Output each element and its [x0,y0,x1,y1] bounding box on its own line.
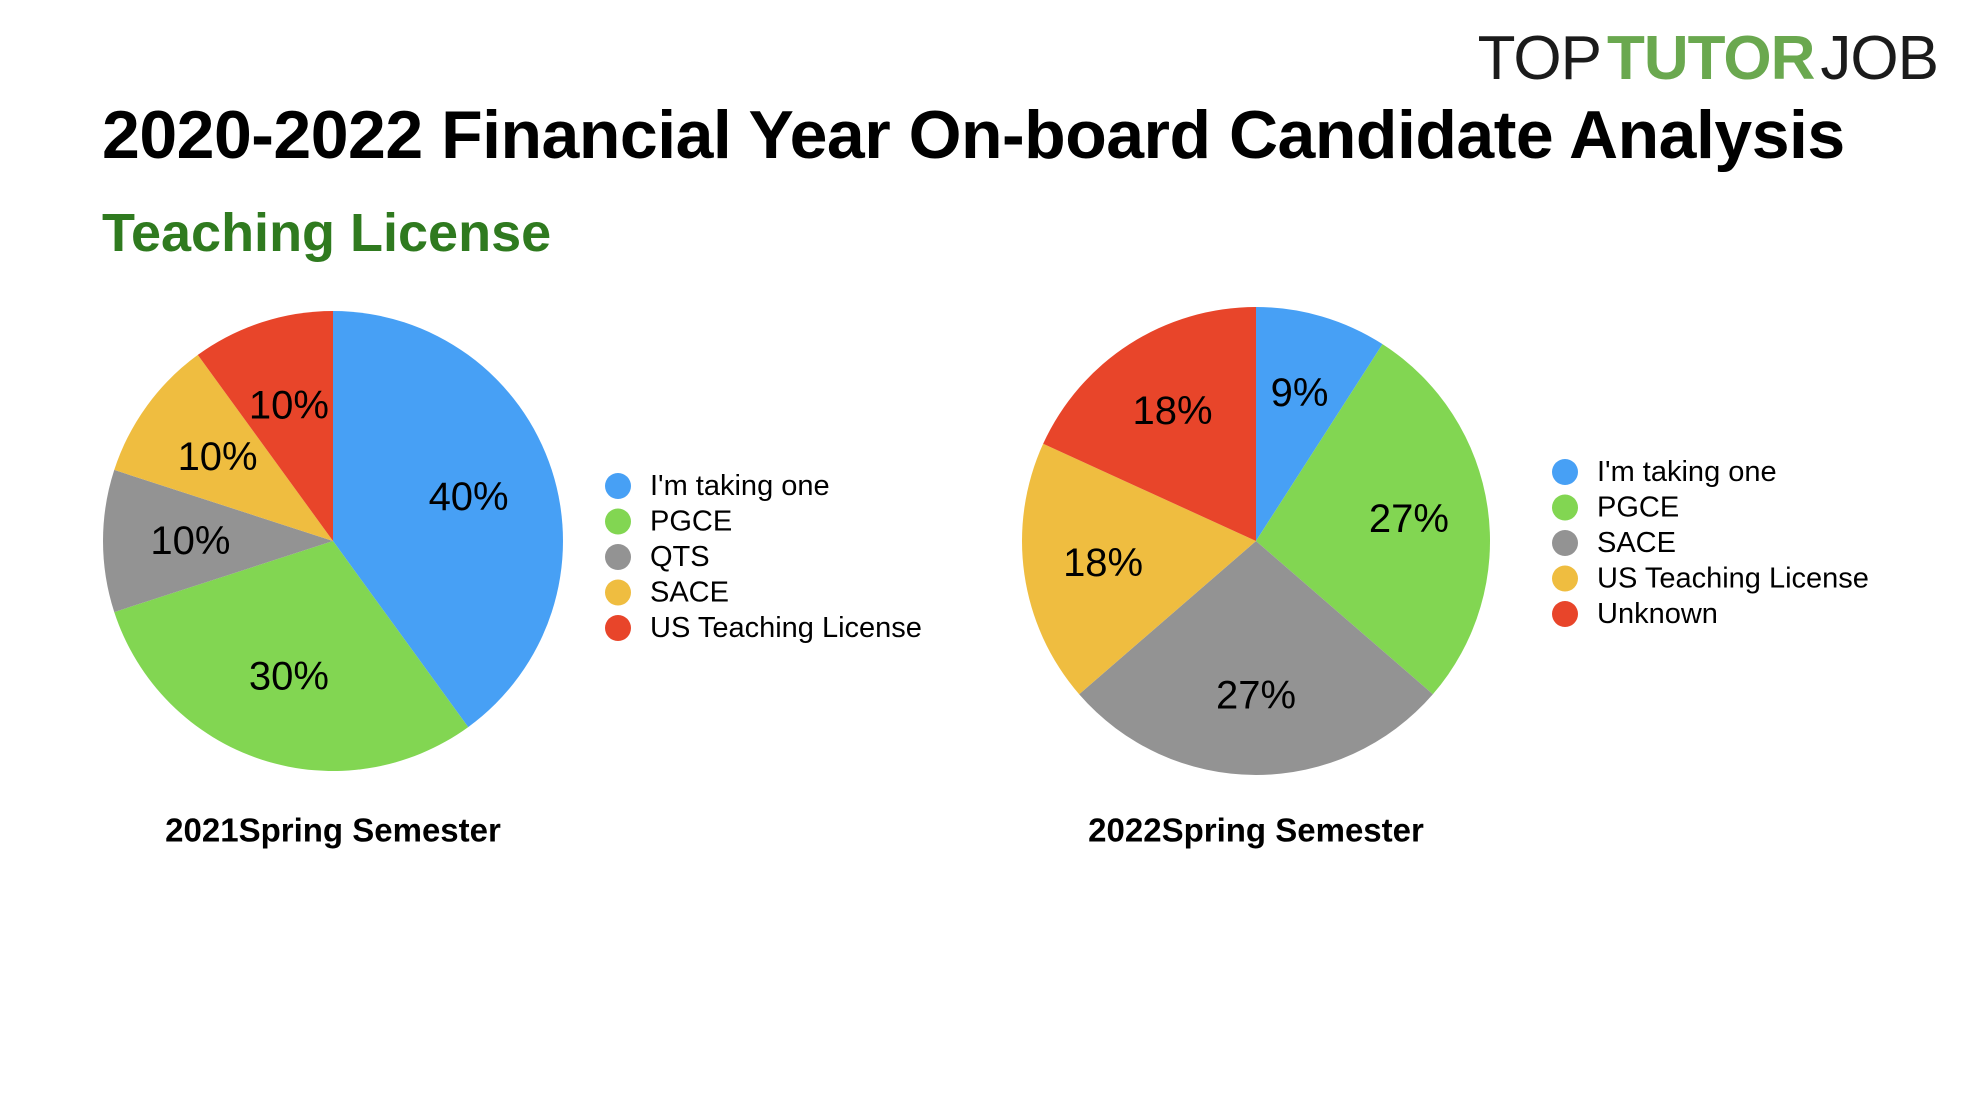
legend-swatch [1552,494,1578,521]
legend-swatch [605,544,631,570]
legend-label: QTS [650,541,710,573]
slice-percent-label: 18% [1063,541,1143,585]
slice-percent-label: 10% [249,383,329,427]
legend-label: US Teaching License [1597,563,1869,595]
legend-label: SACE [650,577,729,609]
legend-swatch [605,579,631,606]
legend-label: Unknown [1597,598,1718,630]
logo-part-tutor: TUTOR [1607,24,1815,93]
legend-label: I'm taking one [1597,456,1777,488]
legend-swatch [605,615,631,641]
logo-part-job: JOB [1820,24,1939,93]
brand-logo: TOPTUTORJOB [1478,28,1939,90]
pie-slice-us-teaching-license [197,311,333,541]
legend-swatch [1552,530,1578,556]
pie-slice-sace [114,354,333,541]
slice-percent-label: 9% [1271,371,1329,415]
slice-percent-label: 30% [249,655,329,699]
slice-percent-label: 10% [150,519,230,563]
legend-swatch [1552,459,1578,485]
pie-slice-pgce [1256,344,1491,695]
legend-label: PGCE [1597,492,1679,524]
pie-slice-i-m-taking-one [333,311,563,728]
legend-swatch [605,508,631,535]
pie-slice-us-teaching-license [1021,443,1256,695]
pie-slice-unknown [1043,307,1256,541]
legend-swatch [605,473,631,499]
chart-title: 2021Spring Semester [165,812,501,849]
slice-percent-label: 10% [178,435,258,479]
pie-slice-pgce [114,541,469,771]
pie-slice-qts [103,469,333,613]
legend-swatch [1552,565,1578,592]
pie-slice-sace [1079,541,1433,776]
slice-percent-label: 40% [429,475,509,519]
page-subtitle: Teaching License [102,203,552,263]
legend-label: I'm taking one [650,470,830,502]
logo-part-top: TOP [1477,24,1602,93]
pie-slice-i-m-taking-one [1256,307,1383,541]
slice-percent-label: 27% [1369,497,1449,541]
slice-percent-label: 27% [1216,673,1296,717]
legend-label: US Teaching License [650,612,922,644]
legend-label: SACE [1597,527,1676,559]
slice-percent-label: 18% [1132,389,1212,433]
legend-label: PGCE [650,506,732,538]
page-title: 2020-2022 Financial Year On-board Candid… [102,97,1845,173]
legend-swatch [1552,601,1578,627]
chart-title: 2022Spring Semester [1088,812,1424,849]
